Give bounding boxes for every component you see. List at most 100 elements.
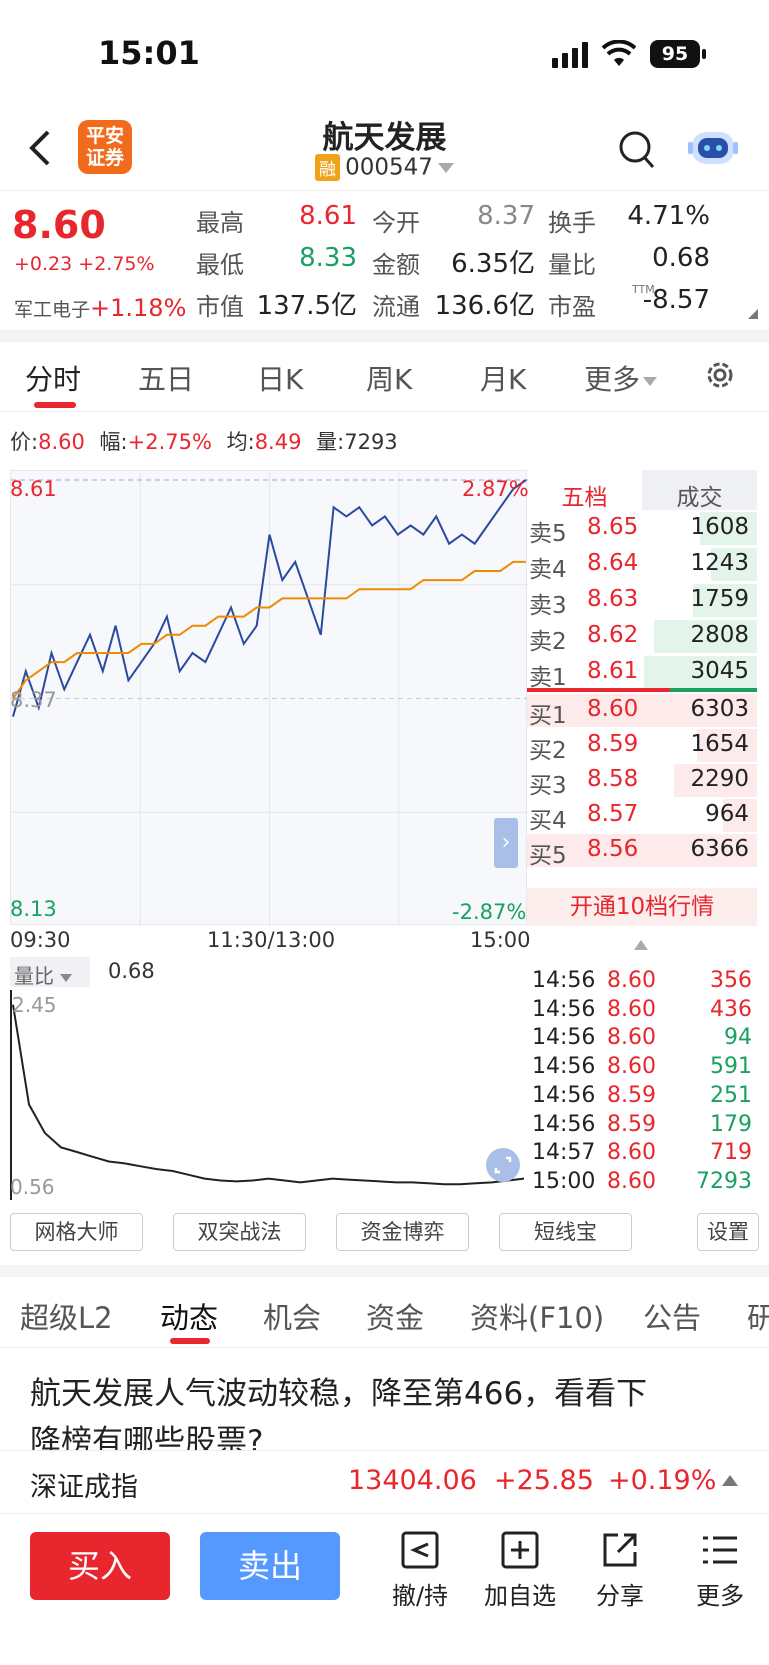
orderbook-row: 卖1 8.61 3045 — [527, 654, 757, 691]
level-volume: 964 — [705, 801, 749, 827]
stat-label: 金额 — [372, 251, 420, 279]
sector-tag[interactable]: 军工电子+1.18% — [14, 294, 187, 322]
depth-bar — [653, 620, 757, 653]
stat-value: -8.57 — [642, 285, 710, 315]
spread-line-red — [527, 688, 670, 692]
tab-daily-k[interactable]: 日K — [257, 363, 304, 396]
tab-five-day[interactable]: 五日 — [138, 363, 195, 396]
grid-master-button[interactable]: 网格大师 — [10, 1213, 143, 1251]
double-breakout-button[interactable]: 双突战法 — [173, 1213, 306, 1251]
tick-volume: 719 — [710, 1140, 752, 1166]
index-ticker[interactable]: 深证成指 13404.06 +25.85 +0.19% — [0, 1450, 769, 1513]
level-label: 买1 — [529, 703, 567, 729]
tick-time: 14:57 — [532, 1140, 596, 1166]
pe-ttm-label: TTM — [632, 283, 655, 296]
level-label: 卖5 — [529, 521, 567, 547]
expand-arrow-button[interactable]: › — [494, 818, 518, 868]
index-name: 深证成指 — [30, 1472, 138, 1503]
news-headline[interactable]: 航天发展人气波动较稳，降至第466，看看下 降榜有哪些股票? — [30, 1376, 648, 1450]
tab-super-l2[interactable]: 超级L2 — [20, 1301, 113, 1335]
chart-high-pct: 2.87% — [462, 477, 529, 501]
collapse-up-icon[interactable] — [634, 940, 648, 950]
orderbook-row: 买3 8.58 2290 — [527, 762, 757, 799]
tab-f10[interactable]: 资料(F10) — [470, 1301, 605, 1335]
status-time: 15:01 — [98, 34, 200, 72]
sell-button[interactable]: 卖出 — [200, 1532, 340, 1600]
level-volume: 1654 — [690, 731, 749, 757]
level-volume: 3045 — [690, 658, 749, 684]
share-button[interactable]: 分享 — [580, 1530, 660, 1611]
depth-bar — [692, 584, 757, 617]
margin-badge: 融 — [315, 154, 340, 181]
add-watchlist-button[interactable]: 加自选 — [478, 1530, 562, 1611]
stat-label: 换手 — [548, 209, 596, 237]
wifi-icon — [601, 39, 637, 72]
level-price: 8.56 — [587, 836, 639, 862]
tab-trades[interactable]: 成交 — [642, 470, 757, 511]
tab-more[interactable]: 更多 — [584, 358, 658, 398]
orderbook-row: 买1 8.60 6303 — [527, 692, 757, 729]
spread-line-green — [670, 688, 757, 692]
battery-icon: 95 — [650, 40, 700, 68]
tick-volume: 7293 — [696, 1168, 752, 1194]
stat-value: 137.5亿 — [256, 291, 357, 321]
orderbook-row: 卖2 8.62 2808 — [527, 618, 757, 655]
capital-game-button[interactable]: 资金博弈 — [336, 1213, 469, 1251]
depth-bar — [711, 548, 757, 581]
search-icon[interactable] — [618, 130, 656, 174]
signal-icon — [552, 42, 590, 68]
tick-volume: 94 — [724, 1025, 752, 1051]
tick-price: 8.59 — [607, 1111, 656, 1137]
tab-announcements[interactable]: 公告 — [643, 1301, 702, 1335]
tab-news[interactable]: 动态 — [160, 1301, 219, 1335]
cancel-hold-button[interactable]: 撤/持 — [380, 1530, 460, 1611]
tick-price: 8.60 — [607, 1140, 656, 1166]
tab-five-levels[interactable]: 五档 — [561, 485, 608, 511]
stat-value: 0.68 — [652, 243, 710, 273]
settings-gear-icon[interactable] — [703, 358, 737, 396]
depth-bar — [644, 656, 757, 689]
chevron-down-icon — [643, 376, 658, 386]
tab-weekly-k[interactable]: 周K — [366, 363, 413, 396]
level-price: 8.60 — [587, 696, 639, 722]
robot-assistant-icon[interactable] — [688, 124, 738, 174]
broker-logo: 平安 证券 — [78, 120, 132, 174]
plus-square-icon — [501, 1531, 539, 1569]
buy-button[interactable]: 买入 — [30, 1532, 170, 1600]
level-label: 卖1 — [529, 665, 567, 691]
tab-research[interactable]: 研 — [747, 1301, 769, 1335]
volume-ratio-selector[interactable]: 量比 — [10, 957, 90, 988]
level-label: 卖4 — [529, 557, 567, 583]
level-label: 卖3 — [529, 593, 567, 619]
tab-intraday[interactable]: 分时 — [25, 363, 82, 396]
tab-monthly-k[interactable]: 月K — [480, 363, 527, 396]
expand-corner-icon[interactable] — [748, 309, 758, 319]
tick-price: 8.60 — [607, 1054, 656, 1080]
more-button[interactable]: 更多 — [680, 1530, 760, 1611]
tab-opportunity[interactable]: 机会 — [263, 1301, 322, 1335]
battery-level: 95 — [661, 43, 689, 65]
tab-funds[interactable]: 资金 — [366, 1301, 425, 1335]
quote-panel: 8.60 +0.23 +2.75% 军工电子+1.18% 最高 8.61 今开 8.3… — [0, 190, 769, 330]
stock-code-row[interactable]: 融 000547 — [315, 154, 454, 182]
volume-ratio-value: 0.68 — [108, 959, 155, 983]
stat-value: 6.35亿 — [451, 249, 535, 279]
short-term-button[interactable]: 短线宝 — [499, 1213, 632, 1251]
orderbook-tabs: 五档 成交 — [527, 470, 757, 511]
stat-value: 136.6亿 — [434, 291, 535, 321]
intraday-chart[interactable] — [10, 470, 528, 926]
chevron-down-icon — [60, 973, 73, 982]
level-volume: 1608 — [690, 514, 749, 540]
tools-settings-button[interactable]: 设置 — [697, 1213, 759, 1251]
volume-ratio-line — [12, 1004, 525, 1186]
level-volume: 1759 — [690, 586, 749, 612]
stock-header: 平安 证券 航天发展 融 000547 — [0, 110, 769, 190]
tick-time: 14:56 — [532, 1025, 596, 1051]
tick-time: 14:56 — [532, 1082, 596, 1108]
fullscreen-icon[interactable] — [486, 1148, 520, 1182]
intraday-info: 价:8.60 幅:+2.75% 均:8.49 量:7293 — [10, 430, 398, 454]
stat-label: 市值 — [196, 293, 244, 321]
back-icon[interactable] — [26, 128, 52, 172]
level-volume: 6303 — [690, 696, 749, 722]
open-level2-button[interactable]: 开通10档行情 — [527, 888, 757, 926]
